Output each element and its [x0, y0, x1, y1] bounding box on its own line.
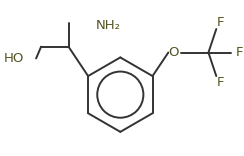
Text: F: F	[216, 16, 224, 29]
Text: F: F	[216, 76, 224, 89]
Text: NH₂: NH₂	[96, 19, 121, 32]
Text: F: F	[236, 46, 243, 59]
Text: O: O	[168, 46, 178, 59]
Text: HO: HO	[4, 52, 24, 65]
